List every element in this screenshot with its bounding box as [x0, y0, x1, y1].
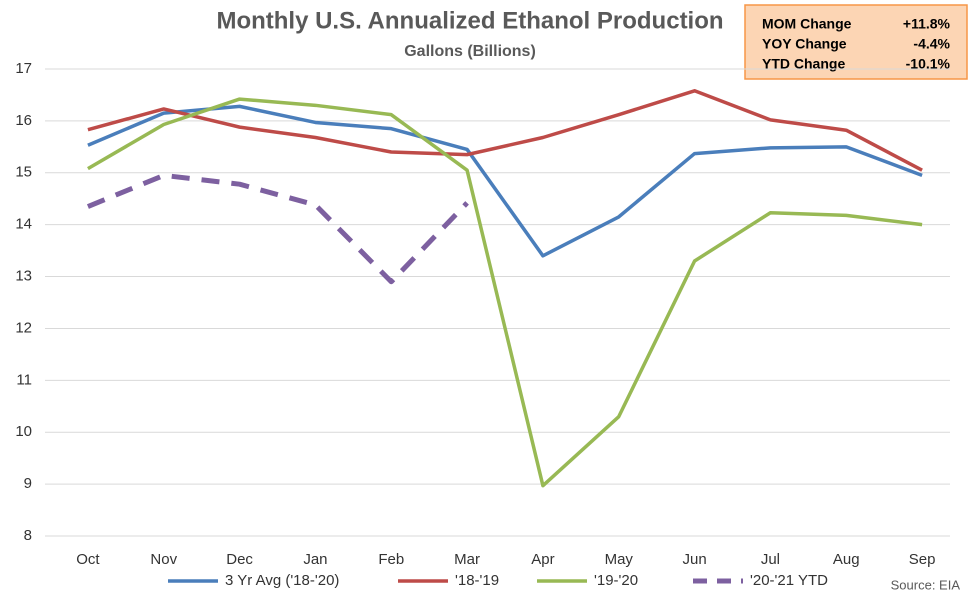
x-tick-label: Jul	[761, 551, 780, 568]
chart-subtitle: Gallons (Billions)	[404, 43, 536, 60]
y-tick-label: 8	[24, 527, 32, 544]
legend-label: '20-'21 YTD	[750, 572, 828, 589]
stat-value: -4.4%	[913, 36, 950, 52]
source: Source: EIA	[891, 577, 961, 592]
series-line	[87, 104, 923, 258]
stat-label: MOM Change	[762, 16, 852, 32]
y-tick-label: 17	[15, 60, 32, 77]
y-tick-label: 16	[15, 112, 32, 129]
stat-value: -10.1%	[906, 56, 951, 72]
x-tick-label: Apr	[531, 551, 554, 568]
x-tick-label: Feb	[378, 551, 404, 568]
y-tick-label: 10	[15, 423, 32, 440]
x-tick-label: Nov	[150, 551, 177, 568]
series-line	[87, 97, 923, 488]
x-tick-label: May	[605, 551, 634, 568]
legend-label: 3 Yr Avg ('18-'20)	[225, 572, 339, 589]
series-line	[87, 89, 923, 172]
x-tick-label: Sep	[909, 551, 936, 568]
y-tick-label: 15	[15, 164, 32, 181]
stat-label: YOY Change	[762, 36, 847, 52]
x-tick-label: Aug	[833, 551, 860, 568]
y-tick-label: 14	[15, 216, 32, 233]
series-line	[86, 172, 469, 285]
legend-label: '18-'19	[455, 572, 499, 589]
x-tick-label: Dec	[226, 551, 253, 568]
legend-label: '19-'20	[594, 572, 638, 589]
x-tick-label: Jan	[303, 551, 327, 568]
y-tick-label: 11	[16, 371, 32, 388]
y-tick-label: 12	[15, 319, 32, 336]
stat-value: +11.8%	[903, 16, 951, 32]
x-tick-label: Jun	[682, 551, 706, 568]
y-tick-label: 9	[24, 475, 32, 492]
x-tick-label: Oct	[76, 551, 100, 568]
stat-label: YTD Change	[762, 56, 845, 72]
stats-box: MOM Change +11.8% YOY Change -4.4% YTD Chang…	[744, 4, 968, 80]
stats-box-bg	[744, 4, 968, 80]
chart-title: Monthly U.S. Annualized Ethanol Producti…	[216, 7, 723, 34]
x-tick-label: Mar	[454, 551, 480, 568]
y-tick-label: 13	[15, 268, 32, 285]
